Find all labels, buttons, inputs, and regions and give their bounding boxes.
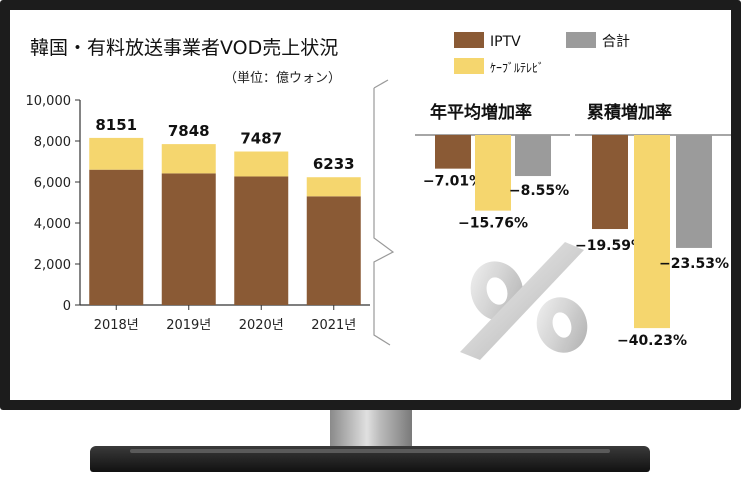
tv-stand-highlight <box>130 449 610 453</box>
tv-screen: 韓国・有料放送事業者VOD売上状況 （単位：億ウォン） IPTV 合計 ｹｰﾌﾞ… <box>10 10 731 400</box>
growth-value-label: −23.53% <box>659 256 729 272</box>
growth-bar-annual <box>515 135 551 177</box>
legend-label-cable: ｹｰﾌﾞﾙﾃﾚﾋﾞ <box>490 61 544 75</box>
growth-value-label: −8.55% <box>509 183 569 199</box>
legend-swatch-cable <box>454 58 484 74</box>
growth-rate-charts: −7.01% −15.76% −8.55% −19.59% −40.23% −23.53% <box>415 134 731 349</box>
growth-value-label: −7.01% <box>423 174 483 190</box>
legend-swatch-iptv <box>454 32 484 48</box>
bar-segment-cable <box>161 144 216 174</box>
stacked-bar-chart: 0 2,000 4,000 6,000 8,000 10,000 8151 2018년 7848… <box>26 94 370 333</box>
y-tick-label: 0 <box>63 299 71 314</box>
y-tick-label: 10,000 <box>26 94 72 109</box>
y-tick-label: 6,000 <box>34 176 71 191</box>
bar-segment-iptv <box>161 173 216 305</box>
bar-segment-cable <box>234 151 289 177</box>
growth-bar-cumulative <box>634 135 670 329</box>
panel-title-cumulative: 累積増加率 <box>587 102 672 123</box>
x-tick-label: 2020년 <box>239 318 284 333</box>
legend-swatch-total <box>566 32 596 48</box>
bar-segment-cable <box>306 177 361 197</box>
y-tick-label: 2,000 <box>34 258 71 273</box>
bar-total-label: 8151 <box>95 116 137 134</box>
growth-bar-cumulative <box>592 135 628 230</box>
legend-label-total: 合計 <box>602 34 630 50</box>
unit-label: （単位：億ウォン） <box>224 70 341 86</box>
growth-value-label: −40.23% <box>617 333 687 349</box>
callout-divider-top <box>373 79 389 89</box>
bar-total-label: 7848 <box>168 122 210 140</box>
growth-bar-annual <box>475 135 511 211</box>
growth-value-label: −19.59% <box>575 238 645 254</box>
percent-graphic <box>460 242 588 360</box>
y-tick-label: 4,000 <box>34 217 71 232</box>
legend-label-iptv: IPTV <box>490 34 521 50</box>
y-tick-label: 8,000 <box>34 135 71 150</box>
x-tick-label: 2018년 <box>94 318 139 333</box>
growth-bar-cumulative <box>676 135 712 248</box>
chart-title: 韓国・有料放送事業者VOD売上状況 <box>30 37 338 59</box>
bar-total-label: 7487 <box>240 130 282 148</box>
x-tick-label: 2021년 <box>311 318 356 333</box>
panel-title-annual: 年平均増加率 <box>430 102 532 123</box>
callout-divider <box>373 88 395 346</box>
legend: IPTV 合計 ｹｰﾌﾞﾙﾃﾚﾋﾞ <box>454 32 630 75</box>
x-tick-label: 2019년 <box>166 318 211 333</box>
bar-total-label: 6233 <box>313 155 355 173</box>
tv-stand-neck <box>330 410 412 448</box>
chart-canvas: 韓国・有料放送事業者VOD売上状況 （単位：億ウォン） IPTV 合計 ｹｰﾌﾞ… <box>26 32 731 360</box>
growth-value-label: −15.76% <box>458 216 528 232</box>
bar-segment-iptv <box>234 176 289 305</box>
tv-frame: 韓国・有料放送事業者VOD売上状況 （単位：億ウォン） IPTV 合計 ｹｰﾌﾞ… <box>0 0 741 410</box>
bar-segment-iptv <box>89 169 144 305</box>
bar-segment-iptv <box>306 196 361 305</box>
growth-bar-annual <box>435 135 471 169</box>
bar-segment-cable <box>89 137 144 170</box>
